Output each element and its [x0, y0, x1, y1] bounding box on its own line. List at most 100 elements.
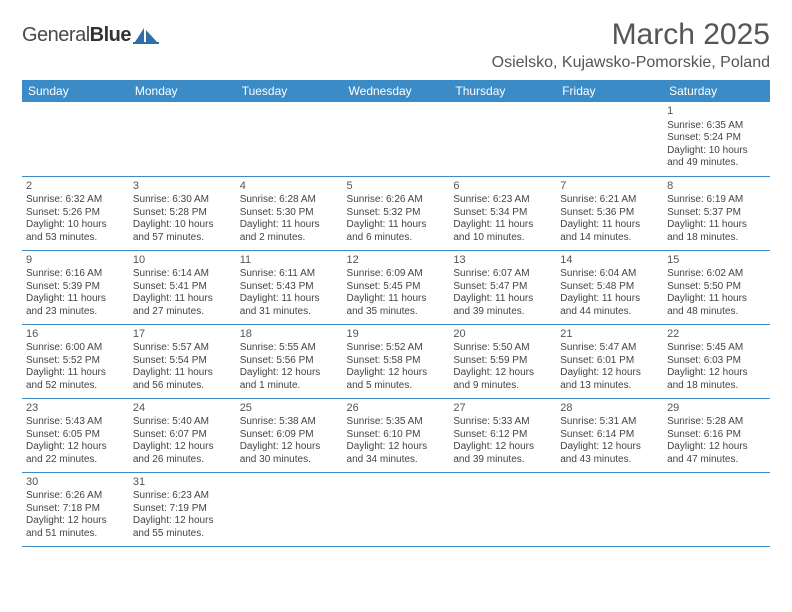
daylight-text: and 30 minutes.: [240, 454, 339, 467]
day-number: 21: [560, 328, 659, 342]
logo-sail-icon: [133, 27, 159, 45]
calendar-empty-cell: [556, 472, 663, 546]
sunrise-text: Sunrise: 5:57 AM: [133, 342, 232, 355]
calendar-week-row: 1Sunrise: 6:35 AMSunset: 5:24 PMDaylight…: [22, 102, 770, 176]
calendar-day-cell: 30Sunrise: 6:26 AMSunset: 7:18 PMDayligh…: [22, 472, 129, 546]
sunset-text: Sunset: 5:48 PM: [560, 281, 659, 294]
calendar-day-cell: 7Sunrise: 6:21 AMSunset: 5:36 PMDaylight…: [556, 176, 663, 250]
day-number: 2: [26, 180, 125, 194]
sunrise-text: Sunrise: 5:47 AM: [560, 342, 659, 355]
daylight-text: Daylight: 12 hours: [560, 367, 659, 380]
calendar-day-cell: 19Sunrise: 5:52 AMSunset: 5:58 PMDayligh…: [343, 324, 450, 398]
daylight-text: Daylight: 11 hours: [240, 219, 339, 232]
sunrise-text: Sunrise: 6:35 AM: [667, 120, 766, 133]
daylight-text: and 5 minutes.: [347, 380, 446, 393]
calendar-day-cell: 29Sunrise: 5:28 AMSunset: 6:16 PMDayligh…: [663, 398, 770, 472]
sunset-text: Sunset: 6:03 PM: [667, 355, 766, 368]
sunset-text: Sunset: 6:16 PM: [667, 429, 766, 442]
calendar-day-cell: 31Sunrise: 6:23 AMSunset: 7:19 PMDayligh…: [129, 472, 236, 546]
daylight-text: and 35 minutes.: [347, 306, 446, 319]
daylight-text: and 27 minutes.: [133, 306, 232, 319]
calendar-header-row: SundayMondayTuesdayWednesdayThursdayFrid…: [22, 80, 770, 102]
day-number: 12: [347, 254, 446, 268]
day-number: 31: [133, 476, 232, 490]
daylight-text: Daylight: 11 hours: [453, 219, 552, 232]
daylight-text: Daylight: 12 hours: [667, 367, 766, 380]
daylight-text: Daylight: 10 hours: [133, 219, 232, 232]
sunrise-text: Sunrise: 5:40 AM: [133, 416, 232, 429]
day-number: 28: [560, 402, 659, 416]
sunrise-text: Sunrise: 6:09 AM: [347, 268, 446, 281]
logo-text: GeneralBlue: [22, 24, 131, 47]
day-number: 17: [133, 328, 232, 342]
daylight-text: and 49 minutes.: [667, 157, 766, 170]
day-number: 9: [26, 254, 125, 268]
daylight-text: and 39 minutes.: [453, 306, 552, 319]
sunset-text: Sunset: 5:43 PM: [240, 281, 339, 294]
daylight-text: and 48 minutes.: [667, 306, 766, 319]
calendar-day-cell: 12Sunrise: 6:09 AMSunset: 5:45 PMDayligh…: [343, 250, 450, 324]
daylight-text: and 22 minutes.: [26, 454, 125, 467]
day-number: 24: [133, 402, 232, 416]
daylight-text: and 18 minutes.: [667, 232, 766, 245]
daylight-text: and 39 minutes.: [453, 454, 552, 467]
sunset-text: Sunset: 6:05 PM: [26, 429, 125, 442]
day-number: 30: [26, 476, 125, 490]
daylight-text: and 2 minutes.: [240, 232, 339, 245]
sunrise-text: Sunrise: 6:19 AM: [667, 194, 766, 207]
calendar-day-cell: 6Sunrise: 6:23 AMSunset: 5:34 PMDaylight…: [449, 176, 556, 250]
day-number: 8: [667, 180, 766, 194]
sunset-text: Sunset: 5:50 PM: [667, 281, 766, 294]
weekday-header: Friday: [556, 80, 663, 102]
logo: GeneralBlue: [22, 24, 159, 47]
daylight-text: Daylight: 11 hours: [133, 367, 232, 380]
daylight-text: Daylight: 11 hours: [560, 219, 659, 232]
calendar-day-cell: 13Sunrise: 6:07 AMSunset: 5:47 PMDayligh…: [449, 250, 556, 324]
daylight-text: and 53 minutes.: [26, 232, 125, 245]
sunrise-text: Sunrise: 5:52 AM: [347, 342, 446, 355]
sunset-text: Sunset: 5:47 PM: [453, 281, 552, 294]
daylight-text: Daylight: 12 hours: [453, 441, 552, 454]
daylight-text: Daylight: 12 hours: [133, 515, 232, 528]
calendar-empty-cell: [22, 102, 129, 176]
calendar-week-row: 16Sunrise: 6:00 AMSunset: 5:52 PMDayligh…: [22, 324, 770, 398]
calendar-empty-cell: [449, 472, 556, 546]
sunrise-text: Sunrise: 6:14 AM: [133, 268, 232, 281]
calendar-empty-cell: [129, 102, 236, 176]
sunset-text: Sunset: 5:36 PM: [560, 207, 659, 220]
calendar-table: SundayMondayTuesdayWednesdayThursdayFrid…: [22, 80, 770, 547]
calendar-day-cell: 2Sunrise: 6:32 AMSunset: 5:26 PMDaylight…: [22, 176, 129, 250]
sunset-text: Sunset: 6:10 PM: [347, 429, 446, 442]
daylight-text: Daylight: 11 hours: [667, 219, 766, 232]
calendar-day-cell: 26Sunrise: 5:35 AMSunset: 6:10 PMDayligh…: [343, 398, 450, 472]
calendar-day-cell: 14Sunrise: 6:04 AMSunset: 5:48 PMDayligh…: [556, 250, 663, 324]
calendar-day-cell: 21Sunrise: 5:47 AMSunset: 6:01 PMDayligh…: [556, 324, 663, 398]
calendar-day-cell: 23Sunrise: 5:43 AMSunset: 6:05 PMDayligh…: [22, 398, 129, 472]
calendar-day-cell: 1Sunrise: 6:35 AMSunset: 5:24 PMDaylight…: [663, 102, 770, 176]
daylight-text: Daylight: 11 hours: [347, 293, 446, 306]
sunrise-text: Sunrise: 5:35 AM: [347, 416, 446, 429]
daylight-text: and 23 minutes.: [26, 306, 125, 319]
sunset-text: Sunset: 6:14 PM: [560, 429, 659, 442]
calendar-day-cell: 22Sunrise: 5:45 AMSunset: 6:03 PMDayligh…: [663, 324, 770, 398]
sunrise-text: Sunrise: 6:00 AM: [26, 342, 125, 355]
calendar-day-cell: 18Sunrise: 5:55 AMSunset: 5:56 PMDayligh…: [236, 324, 343, 398]
calendar-week-row: 2Sunrise: 6:32 AMSunset: 5:26 PMDaylight…: [22, 176, 770, 250]
daylight-text: Daylight: 12 hours: [240, 441, 339, 454]
daylight-text: Daylight: 10 hours: [26, 219, 125, 232]
sunset-text: Sunset: 5:56 PM: [240, 355, 339, 368]
sunrise-text: Sunrise: 6:30 AM: [133, 194, 232, 207]
calendar-empty-cell: [236, 472, 343, 546]
daylight-text: Daylight: 11 hours: [453, 293, 552, 306]
day-number: 20: [453, 328, 552, 342]
daylight-text: and 9 minutes.: [453, 380, 552, 393]
sunrise-text: Sunrise: 6:16 AM: [26, 268, 125, 281]
daylight-text: and 57 minutes.: [133, 232, 232, 245]
sunset-text: Sunset: 5:34 PM: [453, 207, 552, 220]
calendar-empty-cell: [343, 102, 450, 176]
daylight-text: and 55 minutes.: [133, 528, 232, 541]
sunset-text: Sunset: 7:19 PM: [133, 503, 232, 516]
title-block: March 2025 Osielsko, Kujawsko-Pomorskie,…: [492, 18, 770, 72]
calendar-day-cell: 27Sunrise: 5:33 AMSunset: 6:12 PMDayligh…: [449, 398, 556, 472]
calendar-day-cell: 4Sunrise: 6:28 AMSunset: 5:30 PMDaylight…: [236, 176, 343, 250]
